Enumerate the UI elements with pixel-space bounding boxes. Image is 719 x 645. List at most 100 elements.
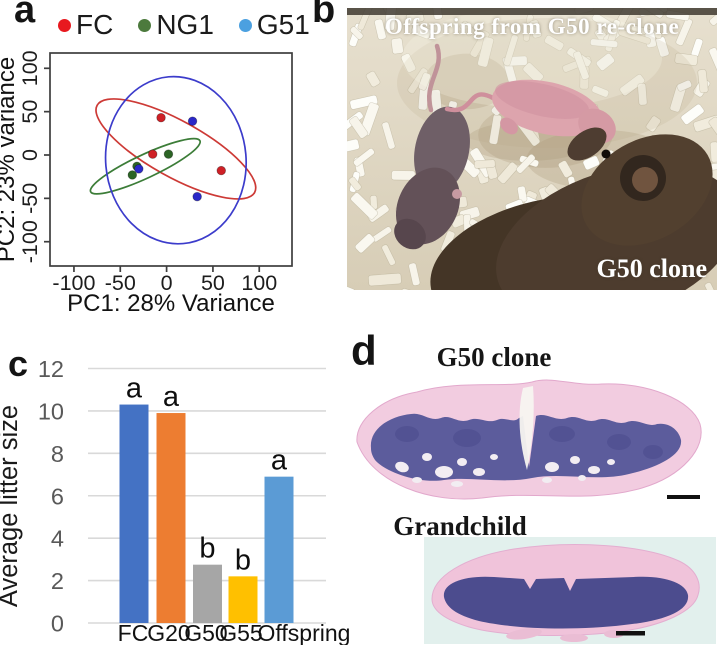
bedding-chip <box>353 148 375 167</box>
pup-dark-tail <box>427 43 441 113</box>
bar-offspring <box>264 476 294 623</box>
y-tick-label: -50 <box>18 183 42 214</box>
bedding-chip <box>709 141 717 163</box>
bedding-chip <box>709 11 717 26</box>
plot-frame <box>49 52 293 267</box>
bedding-chip <box>582 155 600 171</box>
pup-dark <box>394 43 470 250</box>
x-tick-label: -50 <box>105 271 136 295</box>
bedding-chip <box>697 69 709 94</box>
y-tick-label: 6 <box>51 483 64 509</box>
bedding-chip <box>349 94 379 110</box>
y-tick-label: 100 <box>18 50 42 86</box>
y-tick-label: 2 <box>51 568 64 594</box>
bedding-chip <box>591 12 615 31</box>
y-tick-label: -100 <box>18 220 42 263</box>
scatter-point-g51 <box>187 116 198 126</box>
pup-pink-shade <box>495 81 589 119</box>
category-label: Offspring <box>258 620 351 645</box>
bedding-chip <box>674 52 699 66</box>
bedding-chip <box>529 19 542 39</box>
bedding-chip <box>680 103 705 125</box>
bedding-chip <box>349 116 369 139</box>
x-tick-label: -100 <box>52 271 95 295</box>
bedding-chip <box>708 116 717 139</box>
bedding-chip <box>503 34 519 67</box>
y-tick-label: 8 <box>51 441 64 467</box>
sig-letter: a <box>163 381 180 413</box>
tissue-inner-purple <box>443 576 689 629</box>
legend-item-g51: G51 <box>238 9 310 41</box>
bedding-highlight <box>402 8 662 108</box>
scatter-point-g51 <box>134 164 144 174</box>
bedding-chip <box>418 72 431 91</box>
legend-label-ng1: NG1 <box>156 9 214 40</box>
bedding-chip <box>473 159 496 169</box>
scatter-point-g51 <box>192 191 202 202</box>
adult-mouse <box>430 127 717 290</box>
legend-dot-fc <box>58 18 71 32</box>
sig-letter: b <box>235 544 251 576</box>
bedding-chip <box>410 23 432 40</box>
bedding-chip <box>347 283 356 290</box>
tissue-dark-smudges <box>395 426 663 459</box>
legend-dot-g51 <box>238 18 252 32</box>
bedding-chip <box>595 53 615 71</box>
bedding-chip <box>349 26 364 40</box>
sig-letter: a <box>271 445 288 477</box>
pup-dark-foot <box>452 189 462 199</box>
bedding-chip <box>477 36 494 68</box>
y-tick-label: 50 <box>18 100 42 124</box>
bedding-chip <box>354 233 376 254</box>
histology-title-grandchild: Grandchild <box>393 511 527 541</box>
bedding-chip <box>516 154 536 174</box>
scale-bar <box>616 631 645 636</box>
bedding-chip <box>408 262 421 286</box>
confidence-ellipse-g51 <box>104 75 248 245</box>
panel-label-b: b <box>312 0 336 31</box>
bedding-chip <box>374 18 387 41</box>
bedding-chip <box>522 62 544 84</box>
litter-size-bar-chart: 0 2 4 6 8 10 12 Average litter size a FC a G20 b G50 b… <box>0 356 351 645</box>
bedding-chip <box>348 176 362 192</box>
tissue-white-holes <box>395 453 615 487</box>
bedding-chip <box>400 53 417 73</box>
legend-label-g51: G51 <box>256 9 310 40</box>
bedding-chip <box>676 79 693 92</box>
bedding-chip <box>573 50 590 80</box>
y-axis-title: PC2: 23% variance <box>0 57 20 262</box>
bedding-chip <box>618 28 652 45</box>
category-label: G20 <box>147 620 190 645</box>
pup-dark-head <box>394 218 426 250</box>
bedding-chip <box>365 70 381 88</box>
bedding-chip <box>497 161 519 185</box>
scale-bar <box>667 495 700 499</box>
bedding-chip <box>591 85 610 98</box>
bedding-chip <box>544 34 565 51</box>
bedding-chip <box>381 121 396 150</box>
panel-label-a: a <box>14 0 36 31</box>
x-tick-label: 100 <box>241 271 277 295</box>
photo-caption-top: Offspring from G50 re-clone <box>384 14 680 39</box>
bar-fc <box>119 404 149 623</box>
bedding-chip <box>637 83 648 106</box>
bar-g20 <box>156 413 186 623</box>
category-label: FC <box>118 620 149 645</box>
x-axis-title: PC1: 28% Variance <box>67 290 275 317</box>
bar-g55 <box>228 576 258 623</box>
pup-pink-tail <box>444 92 496 113</box>
histology-section-g50-clone <box>356 379 702 500</box>
legend-item-fc: FC <box>58 9 113 41</box>
category-label: G55 <box>219 620 262 645</box>
legend-label-fc: FC <box>76 9 114 40</box>
adult-snout <box>567 127 607 161</box>
bedding-chip <box>645 115 661 133</box>
scatter-point-ng1 <box>127 170 138 180</box>
category-label: G50 <box>184 620 227 645</box>
bedding-chip <box>350 192 379 220</box>
mouse-photo: Offspring from G50 re-clone G50 clone <box>347 8 717 290</box>
bedding-chip <box>399 288 416 290</box>
bedding-chip <box>517 185 528 203</box>
panel-label-c: c <box>8 343 29 384</box>
